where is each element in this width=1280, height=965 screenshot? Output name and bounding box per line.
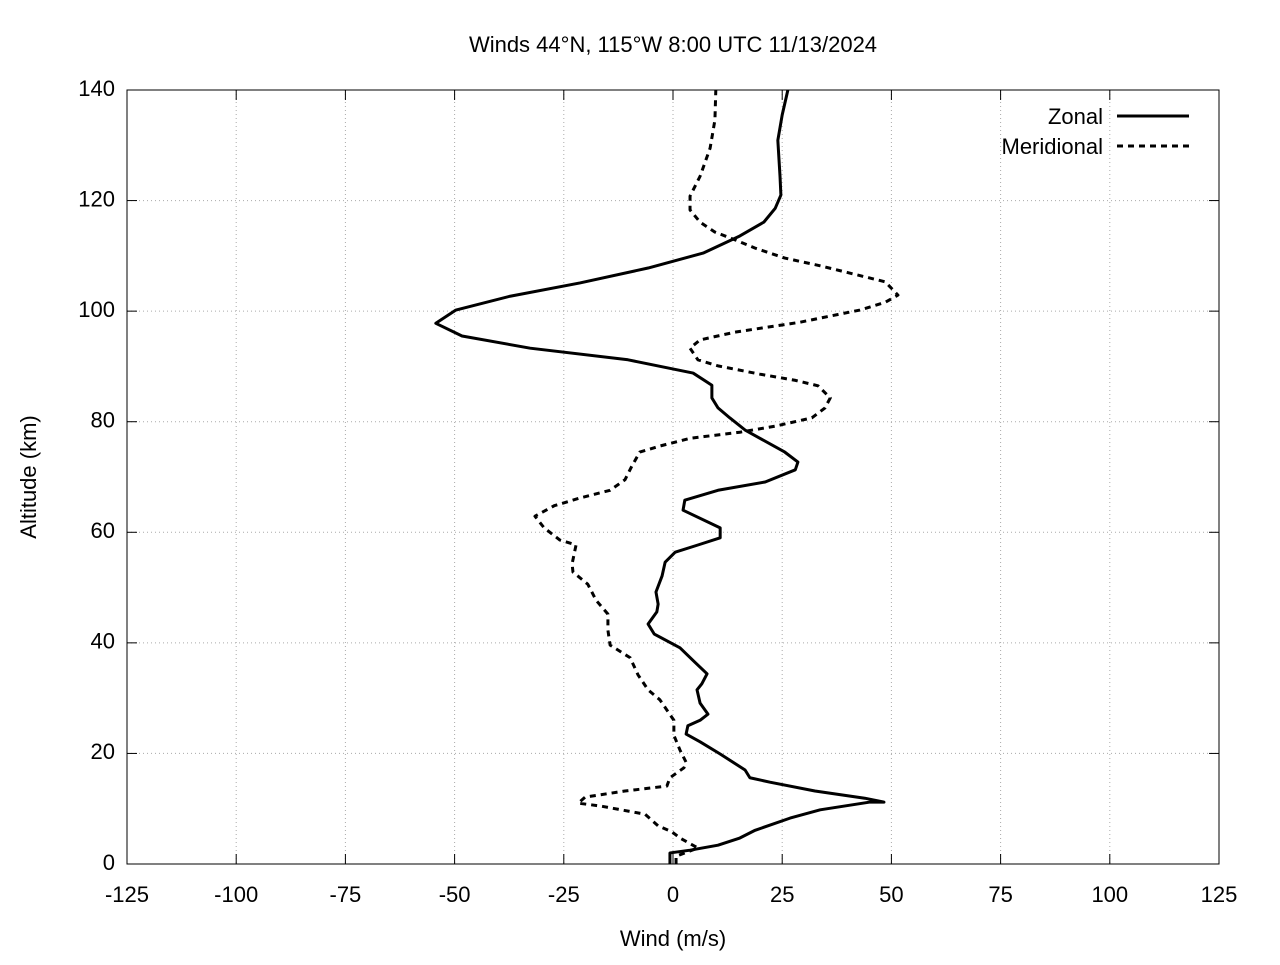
- y-tick-label: 140: [78, 76, 115, 101]
- legend-label: Meridional: [1002, 134, 1104, 159]
- y-tick-label: 80: [91, 408, 115, 433]
- y-tick-label: 60: [91, 518, 115, 543]
- chart-title: Winds 44°N, 115°W 8:00 UTC 11/13/2024: [469, 32, 877, 57]
- x-tick-label: -75: [330, 882, 362, 907]
- y-tick-label: 20: [91, 739, 115, 764]
- x-tick-label: 25: [770, 882, 794, 907]
- x-tick-label: 100: [1091, 882, 1128, 907]
- x-tick-label: 50: [879, 882, 903, 907]
- y-tick-label: 40: [91, 629, 115, 654]
- y-tick-label: 0: [103, 850, 115, 875]
- x-tick-label: 75: [988, 882, 1012, 907]
- x-tick-label: -25: [548, 882, 580, 907]
- x-tick-label: -125: [105, 882, 149, 907]
- data-line: [434, 89, 886, 864]
- y-axis-label: Altitude (km): [16, 415, 41, 538]
- data-line: [533, 89, 900, 864]
- x-tick-label: 0: [667, 882, 679, 907]
- x-axis-label: Wind (m/s): [620, 926, 726, 951]
- y-tick-label: 120: [78, 186, 115, 211]
- x-tick-label: 125: [1201, 882, 1238, 907]
- x-tick-label: -100: [214, 882, 258, 907]
- plot-frame: [126, 89, 1220, 865]
- x-tick-label: -50: [439, 882, 471, 907]
- legend-label: Zonal: [1048, 104, 1103, 129]
- y-tick-label: 100: [78, 297, 115, 322]
